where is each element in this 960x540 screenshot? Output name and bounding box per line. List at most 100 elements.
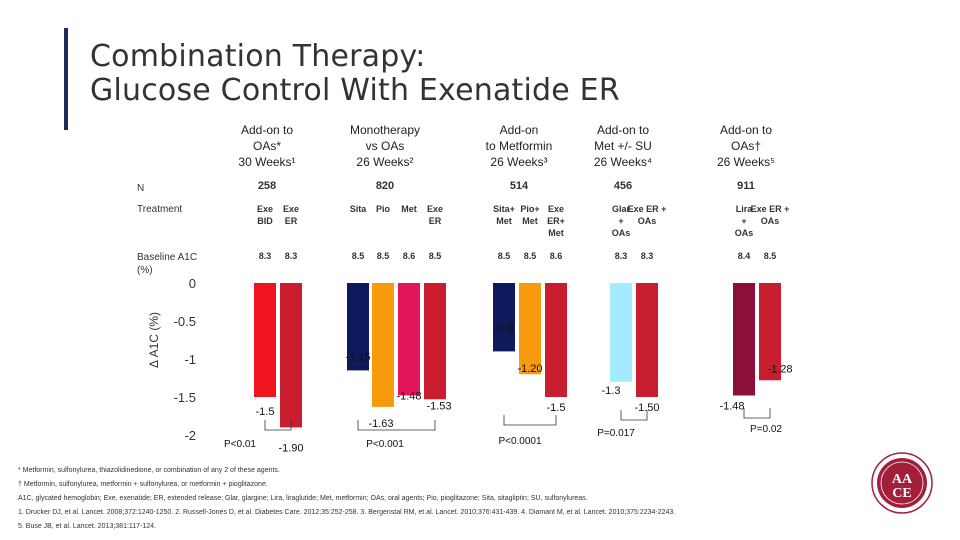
baseline-a1c-value: 8.5 [376,251,390,261]
baseline-a1c-value: 8.3 [258,251,272,261]
footnote-line: † Metformin, sulfonylurea, metformin + s… [18,481,268,488]
bar [759,283,781,381]
data-label: -1.50 [634,402,659,414]
baseline-a1c-value: 8.5 [763,251,777,261]
treatment-label: Lira + OAs [724,203,764,239]
treatment-label-line: ER+ [547,216,565,226]
baseline-a1c-value: 8.5 [351,251,365,261]
slide-title: Combination Therapy: Glucose Control Wit… [90,40,620,108]
treatment-label: Sita [338,203,378,215]
n-value: 820 [375,180,395,192]
data-label: -0.9 [495,322,514,334]
data-label: -1.20 [517,363,542,375]
row-label-baseline-line1: Baseline A1C [137,252,198,263]
treatment-label-line: Exe [256,204,273,214]
treatment-label-line: BID [257,216,273,226]
footnote-line: 5. Buse JB, et al. Lancet. 2013;381:117-… [18,523,157,530]
treatment-label: Exe ER [415,203,455,227]
baseline-a1c-value: 8.6 [549,251,563,261]
n-value: 258 [257,180,277,192]
study-header: Add-on to Met +/- SU 26 Weeks⁴ [563,122,683,170]
baseline-a1c-value: 8.5 [497,251,511,261]
treatment-label-line: OAs [611,228,631,238]
footnote-line: 1. Drucker DJ, et al. Lancet. 2008;372:1… [18,509,676,516]
bar [545,283,567,397]
treatment-label-line: OAs [637,216,657,226]
baseline-a1c-value: 8.6 [402,251,416,261]
treatment-label-line: + [618,216,624,226]
data-label: -1.63 [368,418,393,430]
bar [347,283,369,371]
treatment-label: Pio [363,203,403,215]
treatment-label-line: Sita+ [493,204,515,214]
bar [493,283,515,352]
title-line-1: Combination Therapy: [90,39,426,74]
bar [733,283,755,396]
treatment-label: Exe ER+ Met [536,203,576,239]
study-header-line: OAs* [252,139,281,153]
y-tick-label: -2 [184,428,196,443]
data-label: -1.53 [426,400,451,412]
footnote-line: A1C, glycated hemoglobin; Exe, exenatide… [18,495,588,502]
treatment-label: Glar + OAs [601,203,641,239]
treatment-label-line: OAs [760,216,780,226]
y-tick-label: 0 [189,276,196,291]
treatment-label-line: + [741,216,747,226]
bar [372,283,394,407]
treatment-label: Exe ER [271,203,311,227]
p-value-bracket [620,410,648,421]
study-header-line: to Metformin [485,139,553,153]
study-header-line: 26 Weeks⁴ [593,155,653,169]
data-label: -1.48 [719,400,744,412]
treatment-label-line: Pio+ [520,204,540,214]
treatment-label-line: Exe [282,204,299,214]
n-value: 911 [737,180,755,192]
bar [398,283,420,396]
bar [610,283,632,382]
treatment-label: Sita+ Met [484,203,524,227]
bar [254,283,276,397]
treatment-label-line: Exe [426,204,443,214]
y-axis-label: Δ A1C (%) [147,312,161,368]
data-label: -1.5 [547,402,566,414]
treatment-label-line: Glar [611,204,630,214]
row-label-n: N [137,183,145,194]
logo-letters-top: AA [892,472,913,487]
treatment-label: Exe ER + OAs [627,203,667,227]
study-header-line: OAs† [730,139,761,153]
baseline-a1c-value: 8.5 [428,251,442,261]
baseline-a1c-value: 8.3 [640,251,654,261]
data-label: -1.90 [278,442,303,454]
study-header: Add-on to OAs† 26 Weeks⁵ [686,122,806,170]
row-label-baseline: Baseline A1C (%) [137,251,197,277]
study-header-line: Monotherapy [349,123,421,137]
study-header-line: Add-on to [240,123,294,137]
baseline-a1c-value: 8.5 [523,251,537,261]
data-label: -1.5 [256,406,275,418]
p-value-label: P<0.001 [366,439,404,450]
treatment-label: Exe ER + OAs [750,203,790,227]
study-header-line: Add-on to [719,123,773,137]
treatment-label: Pio+ Met [510,203,550,227]
treatment-label-line: Exe [547,204,564,214]
p-value-label: P<0.01 [224,439,256,450]
study-header-line: 26 Weeks³ [490,155,548,169]
footnote-line: * Metformin, sulfonylurea, thiazolidined… [18,467,280,474]
p-value-bracket [357,420,436,431]
row-label-baseline-line2: (%) [137,265,153,276]
data-label: -1.15 [345,351,370,363]
data-label: -1.48 [396,390,421,402]
treatment-label-line: Met [548,228,564,238]
treatment-label-line: Met [522,216,538,226]
study-header-line: vs OAs [365,139,405,153]
study-header-line: Add-on [499,123,539,137]
baseline-a1c-value: 8.3 [284,251,298,261]
p-value-bracket [264,420,292,431]
treatment-label: Met [389,203,429,215]
treatment-label-line: Met [496,216,512,226]
baseline-a1c-value: 8.3 [614,251,628,261]
y-tick-label: -0.5 [174,314,196,329]
footnotes: * Metformin, sulfonylurea, thiazolidined… [18,464,675,534]
p-value-label: P<0.0001 [498,436,542,447]
